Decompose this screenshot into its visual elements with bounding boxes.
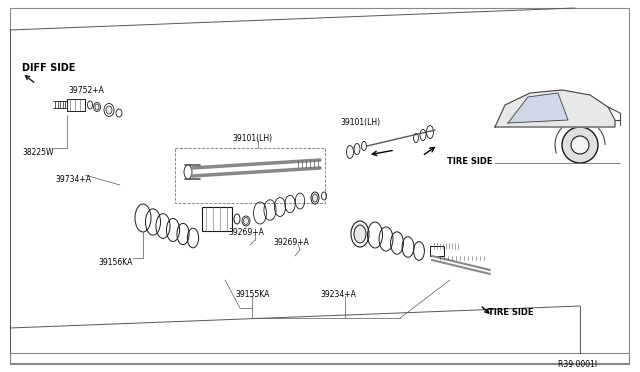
- Text: 39269+A: 39269+A: [228, 228, 264, 237]
- Text: 39234+A: 39234+A: [320, 290, 356, 299]
- Text: 39156KA: 39156KA: [98, 258, 132, 267]
- Text: TIRE SIDE: TIRE SIDE: [447, 157, 493, 166]
- Text: TIRE SIDE: TIRE SIDE: [488, 308, 534, 317]
- Text: 39101(LH): 39101(LH): [340, 118, 380, 127]
- Text: 39734+A: 39734+A: [55, 175, 91, 184]
- Text: 39155KA: 39155KA: [235, 290, 269, 299]
- Bar: [175, 148, 325, 203]
- Text: R39 0001I: R39 0001I: [558, 360, 597, 369]
- Ellipse shape: [106, 106, 112, 114]
- Polygon shape: [495, 90, 615, 127]
- Ellipse shape: [95, 104, 99, 110]
- Ellipse shape: [312, 194, 317, 202]
- Text: 39752+A: 39752+A: [68, 86, 104, 95]
- Text: 38225W: 38225W: [22, 148, 54, 157]
- Ellipse shape: [243, 218, 248, 224]
- Text: 39101(LH): 39101(LH): [232, 134, 272, 143]
- Polygon shape: [508, 93, 568, 123]
- Ellipse shape: [354, 225, 366, 243]
- Ellipse shape: [571, 136, 589, 154]
- Bar: [430, 246, 444, 256]
- Text: 39269+A: 39269+A: [273, 238, 309, 247]
- Text: DIFF SIDE: DIFF SIDE: [22, 63, 76, 73]
- Ellipse shape: [562, 127, 598, 163]
- Bar: [202, 207, 232, 231]
- Bar: [10, 353, 629, 364]
- Bar: [67, 99, 85, 111]
